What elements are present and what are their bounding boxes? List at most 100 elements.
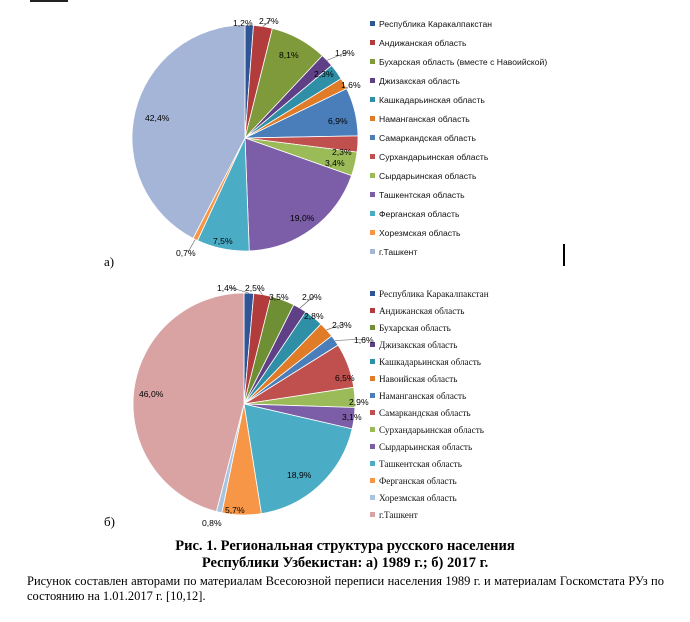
legend-item: Ферганская область	[370, 204, 547, 223]
legend-swatch	[370, 427, 375, 432]
legend-item: Сырдарьинская область	[370, 438, 489, 455]
legend-swatch	[370, 173, 375, 178]
legend-label: Джизакская область	[379, 339, 458, 350]
slice-value-label: 2,5%	[245, 283, 265, 293]
legend-label: Хорезмская область	[379, 227, 461, 238]
slice-value-label: 0,8%	[202, 518, 222, 528]
legend-label: г.Ташкент	[379, 509, 418, 520]
legend-label: Ферганская область	[379, 208, 460, 219]
legend-item: Ферганская область	[370, 472, 489, 489]
legend-label: Республика Каракалпакстан	[379, 18, 492, 29]
legend-item: Сырдарьинская область	[370, 166, 547, 185]
legend-item: Кашкадарьинская область	[370, 353, 489, 370]
leader-line	[187, 239, 196, 253]
legend-swatch	[370, 249, 375, 254]
legend-item: г.Ташкент	[370, 506, 489, 523]
pie-slice	[243, 403, 353, 515]
slice-value-label: 2,7%	[259, 16, 279, 26]
legend-item: Бухарская область	[370, 319, 489, 336]
leader-line	[228, 286, 249, 294]
slice-value-label: 1,4%	[217, 283, 237, 293]
legend-label: Ташкентская область	[379, 458, 462, 469]
slice-value-label: 3,5%	[269, 292, 289, 302]
legend-label: Ферганская область	[379, 475, 457, 486]
pie-slice	[132, 292, 245, 512]
legend-swatch	[370, 359, 375, 364]
legend-item: Самаркандская область	[370, 404, 489, 421]
legend-swatch	[370, 461, 375, 466]
legend-item: Хорезмская область	[370, 489, 489, 506]
top-edge-mark	[30, 0, 68, 2]
legend-label: Кашкадарьинская область	[379, 94, 485, 105]
panel-label-a: а)	[104, 254, 115, 269]
slice-value-label: 6,5%	[335, 373, 355, 383]
legend-label: Андижанская область	[379, 37, 467, 48]
text-cursor	[563, 244, 565, 266]
legend-swatch	[370, 78, 375, 83]
legend-swatch	[370, 325, 375, 330]
slice-value-label: 2,0%	[302, 292, 322, 302]
legend-label: Самаркандская область	[379, 132, 476, 143]
legend-swatch	[370, 376, 375, 381]
legend-swatch	[370, 192, 375, 197]
legend-item: Андижанская область	[370, 33, 547, 52]
legend-swatch	[370, 308, 375, 313]
legend-label: Кашкадарьинская область	[379, 356, 481, 367]
slice-value-label: 8,1%	[279, 50, 299, 60]
legend-item: Ташкентская область	[370, 185, 547, 204]
slice-value-label: 46,0%	[139, 389, 164, 399]
legend-swatch	[370, 21, 375, 26]
pie-slice	[131, 24, 246, 239]
slice-value-label: 6,9%	[328, 116, 348, 126]
legend-item: Хорезмская область	[370, 223, 547, 242]
legend-item: Самаркандская область	[370, 128, 547, 147]
slice-value-label: 2,3%	[332, 320, 352, 330]
legend-label: Сурхандарьинская область	[379, 424, 484, 435]
slice-value-label: 2,9%	[349, 397, 369, 407]
legend-item: г.Ташкент	[370, 242, 547, 261]
legend-label: Наманганская область	[379, 390, 467, 401]
legend-swatch	[370, 478, 375, 483]
legend-label: Бухарская область	[379, 322, 451, 333]
pie-slice	[244, 137, 353, 252]
legend-swatch	[370, 211, 375, 216]
slice-value-label: 1,6%	[341, 80, 361, 90]
legend-swatch	[370, 410, 375, 415]
slice-value-label: 2,3%	[314, 69, 334, 79]
legend-item: Кашкадарьинская область	[370, 90, 547, 109]
legend-item: Навоийская область	[370, 370, 489, 387]
legend-2017: Республика Каракалпакстан Андижанская обл…	[370, 285, 489, 523]
legend-label: Сырдарьинская область	[379, 170, 477, 181]
slice-value-label: 2,3%	[332, 147, 352, 157]
legend-label: Ташкентская область	[379, 189, 465, 200]
legend-label: Бухарская область (вместе с Навоийской)	[379, 56, 548, 67]
legend-item: Джизакская область	[370, 336, 489, 353]
legend-swatch	[370, 512, 375, 517]
legend-item: Сурхандарьинская область	[370, 147, 547, 166]
legend-item: Бухарская область (вместе с Навоийской)	[370, 52, 547, 71]
legend-swatch	[370, 97, 375, 102]
legend-label: Джизакская область	[379, 75, 460, 86]
legend-swatch	[370, 116, 375, 121]
legend-label: Сурхандарьинская область	[379, 151, 489, 162]
source-note: Рисунок составлен авторами по материалам…	[27, 574, 664, 603]
legend-swatch	[370, 393, 375, 398]
legend-swatch	[370, 291, 375, 296]
legend-swatch	[370, 230, 375, 235]
legend-item: Ташкентская область	[370, 455, 489, 472]
legend-label: Самаркандская область	[379, 407, 471, 418]
legend-swatch	[370, 154, 375, 159]
panel-label-b: б)	[104, 514, 115, 529]
legend-swatch	[370, 59, 375, 64]
slice-value-label: 19,0%	[290, 213, 315, 223]
leader-line	[334, 338, 367, 341]
slice-value-label: 1,9%	[335, 48, 355, 58]
slice-value-label: 1,2%	[233, 18, 253, 28]
figure-caption-line2: Республики Узбекистан: а) 1989 г.; б) 20…	[201, 555, 489, 571]
leader-line	[326, 51, 348, 61]
leader-line	[262, 19, 272, 27]
legend-label: г.Ташкент	[379, 246, 418, 257]
slice-value-label: 0,7%	[176, 248, 196, 258]
legend-item: Сурхандарьинская область	[370, 421, 489, 438]
legend-item: Наманганская область	[370, 387, 489, 404]
